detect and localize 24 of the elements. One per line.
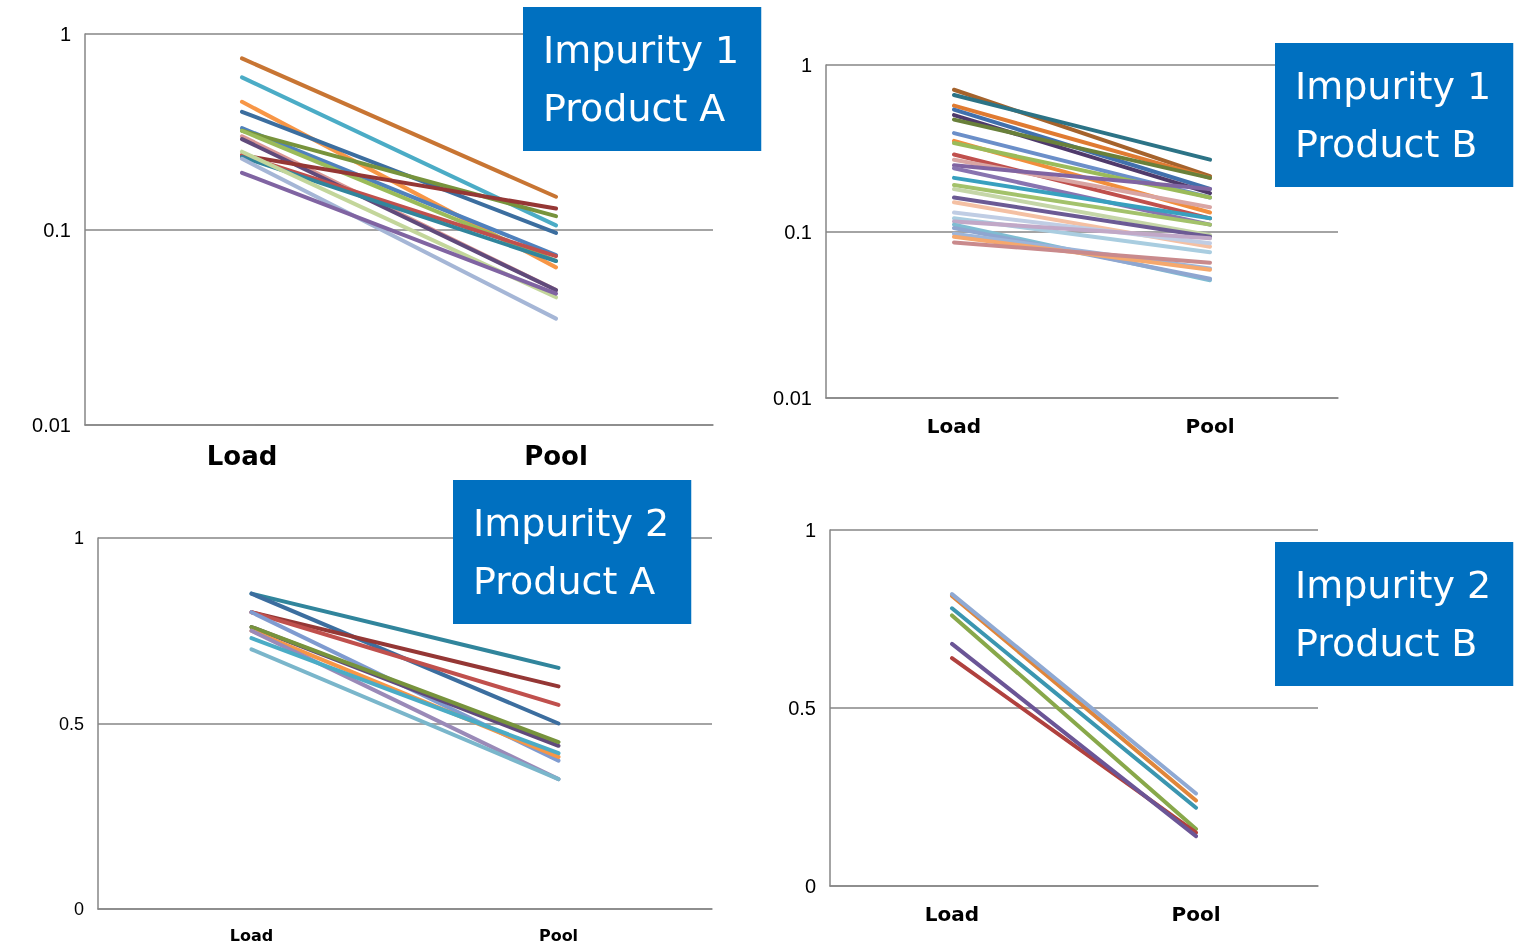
- x-tick-label: Load: [926, 414, 982, 438]
- y-tick-label: 1: [59, 23, 71, 45]
- text: Impurity 1 Product B: [1295, 64, 1492, 166]
- chart-title: Impurity 2 Product A: [473, 501, 670, 603]
- x-tick-label: Pool: [524, 441, 588, 471]
- y-tick-label: 1: [73, 528, 84, 548]
- x-tick-label: Pool: [1171, 902, 1221, 926]
- text: Impurity 1 Product A: [543, 28, 740, 130]
- y-tick-label: 0.1: [43, 218, 71, 241]
- y-tick-label: 1: [800, 54, 812, 76]
- y-tick-label: 0: [73, 899, 84, 919]
- y-tick-label: 0.5: [58, 713, 84, 734]
- x-tick-label: Pool: [538, 925, 579, 945]
- x-tick-label: Load: [229, 925, 274, 945]
- x-tick-label: Load: [924, 902, 980, 926]
- y-tick-label: 0.5: [788, 697, 816, 719]
- y-tick-label: 0.01: [32, 414, 71, 436]
- y-tick-label: 0: [804, 875, 816, 897]
- x-tick-label: Load: [206, 441, 278, 471]
- text: Impurity 2 Product B: [1295, 563, 1492, 665]
- x-tick-label: Pool: [1185, 414, 1235, 438]
- y-tick-label: 0.01: [773, 387, 812, 409]
- y-tick-label: 1: [804, 519, 816, 541]
- y-tick-label: 0.1: [784, 220, 812, 243]
